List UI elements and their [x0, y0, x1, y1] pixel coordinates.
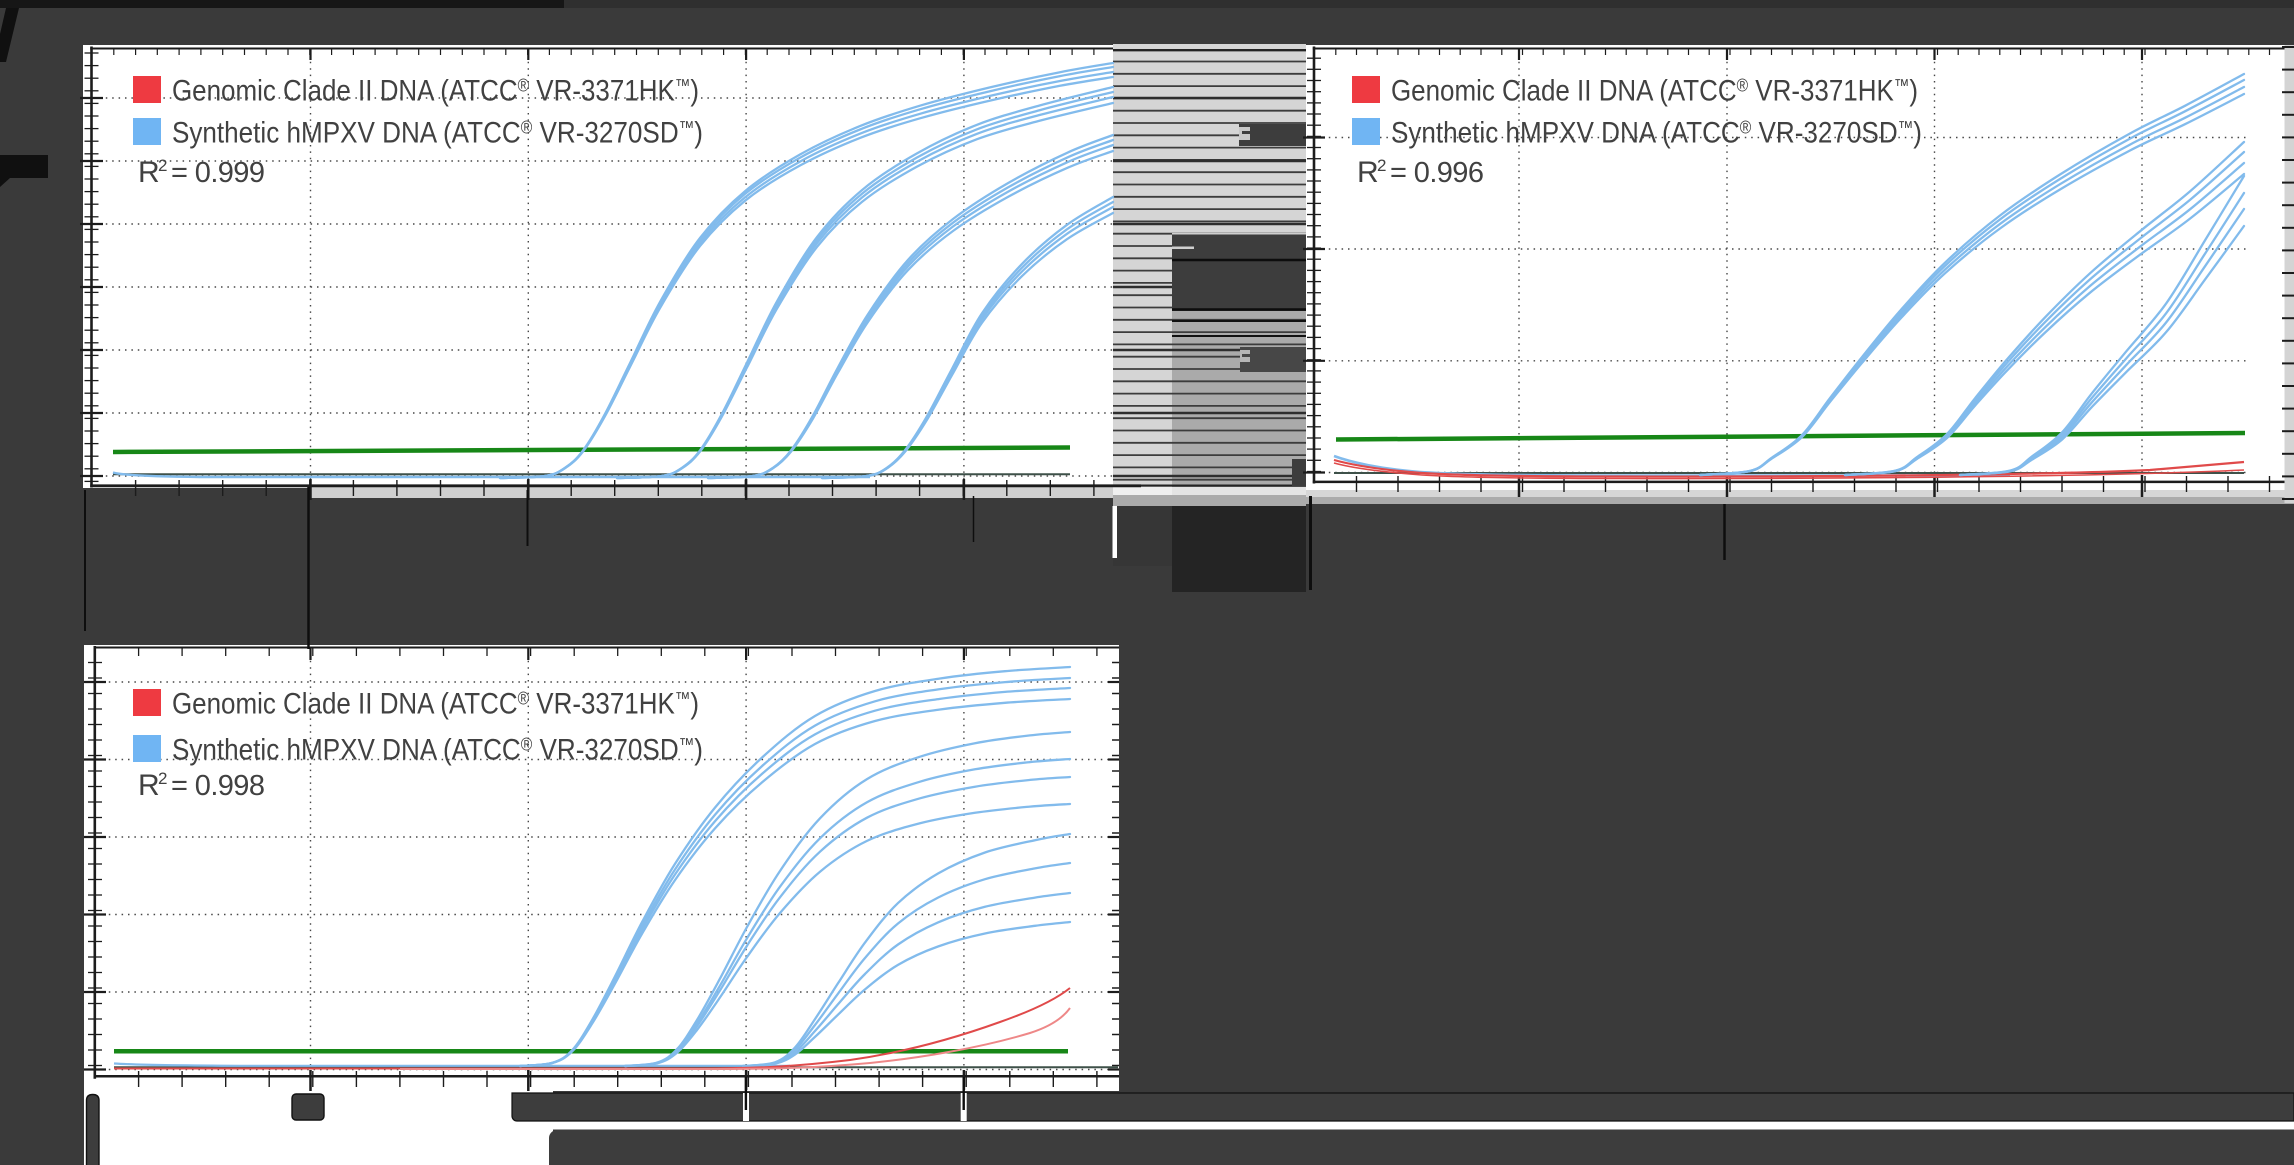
svg-text:R: R — [138, 769, 160, 802]
svg-text:R: R — [138, 156, 160, 189]
svg-text:2: 2 — [158, 769, 167, 788]
svg-text:= 0.998: = 0.998 — [171, 770, 264, 802]
svg-text:2: 2 — [1377, 156, 1386, 175]
svg-text:2: 2 — [158, 156, 167, 175]
svg-text:= 0.996: = 0.996 — [1390, 157, 1483, 189]
svg-text:Synthetic hMPXV DNA (ATCC® VR-: Synthetic hMPXV DNA (ATCC® VR-3270SD™) — [1391, 117, 1922, 150]
svg-text:Synthetic hMPXV DNA (ATCC® VR-: Synthetic hMPXV DNA (ATCC® VR-3270SD™) — [172, 117, 703, 150]
svg-text:Genomic Clade II DNA (ATCC® VR: Genomic Clade II DNA (ATCC® VR-3371HK™) — [172, 75, 699, 108]
svg-text:Synthetic hMPXV DNA (ATCC® VR-: Synthetic hMPXV DNA (ATCC® VR-3270SD™) — [172, 734, 703, 767]
svg-text:Genomic Clade II DNA (ATCC® VR: Genomic Clade II DNA (ATCC® VR-3371HK™) — [1391, 75, 1918, 108]
svg-text:Genomic Clade II DNA (ATCC® VR: Genomic Clade II DNA (ATCC® VR-3371HK™) — [172, 688, 699, 721]
svg-text:R: R — [1357, 156, 1379, 189]
svg-text:= 0.999: = 0.999 — [171, 157, 264, 189]
